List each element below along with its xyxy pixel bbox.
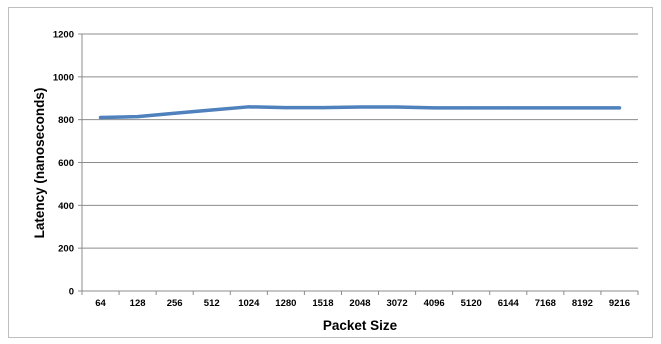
x-tick-label: 64 bbox=[95, 298, 106, 309]
y-tick-label: 1000 bbox=[53, 72, 74, 83]
data-point bbox=[506, 106, 510, 110]
data-point bbox=[136, 115, 140, 119]
x-tick-label: 2048 bbox=[349, 298, 370, 309]
data-point bbox=[543, 106, 547, 110]
x-tick-label: 7168 bbox=[535, 298, 556, 309]
chart-frame bbox=[8, 7, 653, 338]
x-tick-label: 6144 bbox=[498, 298, 520, 309]
x-tick-label: 128 bbox=[130, 298, 146, 309]
x-tick-label: 1280 bbox=[275, 298, 296, 309]
y-tick-label: 200 bbox=[58, 244, 74, 255]
data-point bbox=[432, 106, 436, 110]
x-tick-label: 3072 bbox=[386, 298, 407, 309]
data-point bbox=[284, 106, 288, 110]
x-tick-label: 5120 bbox=[461, 298, 482, 309]
series bbox=[98, 105, 622, 120]
y-axis-title: Latency (nanoseconds) bbox=[32, 88, 47, 239]
x-tick-label: 8192 bbox=[572, 298, 593, 309]
x-tick-label: 9216 bbox=[609, 298, 630, 309]
x-tick-label: 1518 bbox=[312, 298, 333, 309]
x-axis-title: Packet Size bbox=[323, 318, 398, 333]
x-tick-labels: 64 128 256 512 1024 1280 1518 2048 3072 4096 5120 6… bbox=[95, 298, 630, 309]
data-point bbox=[247, 105, 251, 109]
x-tick-label: 512 bbox=[204, 298, 220, 309]
data-point bbox=[580, 106, 585, 110]
y-tick-labels: 0 200 400 600 800 1000 1200 bbox=[53, 30, 74, 298]
data-point bbox=[358, 105, 362, 109]
data-point bbox=[617, 106, 622, 110]
y-tick-label: 1200 bbox=[53, 30, 74, 41]
data-point bbox=[98, 115, 103, 120]
data-point bbox=[321, 106, 325, 110]
data-point bbox=[173, 111, 177, 115]
y-tick-label: 400 bbox=[58, 201, 74, 212]
y-tick-label: 800 bbox=[58, 115, 74, 126]
gridlines bbox=[82, 33, 638, 249]
axes bbox=[78, 33, 639, 295]
x-tick-label: 1024 bbox=[238, 298, 260, 309]
y-tick-label: 600 bbox=[58, 158, 74, 169]
data-point bbox=[469, 106, 473, 110]
y-tick-label: 0 bbox=[69, 287, 74, 298]
x-tick-label: 256 bbox=[167, 298, 183, 309]
x-tick-label: 4096 bbox=[424, 298, 445, 309]
data-point bbox=[395, 105, 399, 109]
data-point bbox=[210, 108, 214, 112]
